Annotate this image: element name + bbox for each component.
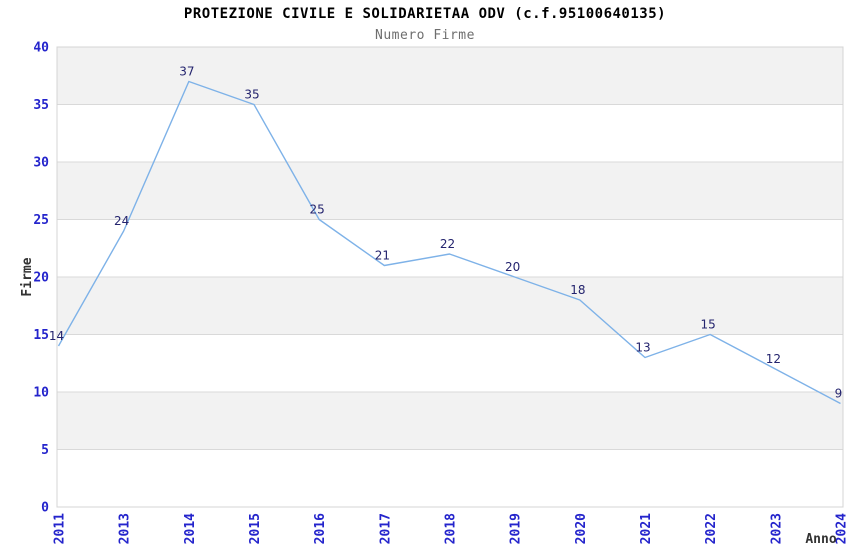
plot-band bbox=[57, 392, 843, 450]
plot-band bbox=[57, 47, 843, 105]
x-axis-tick-label: 2013 bbox=[118, 513, 133, 544]
chart-subtitle: Numero Firme bbox=[375, 28, 475, 43]
data-point-label: 15 bbox=[701, 318, 716, 332]
y-axis-tick-label: 30 bbox=[33, 156, 49, 171]
data-point-label: 13 bbox=[635, 341, 650, 355]
plot-band bbox=[57, 162, 843, 220]
data-point-label: 20 bbox=[505, 260, 520, 274]
y-axis-tick-label: 40 bbox=[33, 41, 49, 56]
data-point-label: 24 bbox=[114, 214, 129, 228]
data-point-label: 22 bbox=[440, 237, 455, 251]
x-axis-tick-label: 2014 bbox=[183, 513, 198, 544]
y-axis-tick-label: 10 bbox=[33, 386, 49, 401]
plot-alternating-bands bbox=[57, 47, 843, 450]
data-point-label: 14 bbox=[49, 329, 64, 343]
y-axis-title: Firme bbox=[20, 257, 35, 296]
x-axis-tick-label: 2016 bbox=[313, 513, 328, 544]
data-point-label: 37 bbox=[179, 65, 194, 79]
horizontal-gridlines bbox=[57, 104, 843, 450]
y-axis-tick-labels: 0 5 10 15 20 25 30 35 40 bbox=[33, 41, 49, 516]
chart-title: PROTEZIONE CIVILE E SOLIDARIETAA ODV (c.… bbox=[183, 6, 667, 22]
x-axis-tick-label: 2011 bbox=[53, 513, 68, 544]
data-point-label: 18 bbox=[570, 283, 585, 297]
data-point-labels: 14 24 37 35 25 21 22 20 18 13 15 12 9 bbox=[49, 65, 842, 401]
x-axis-tick-label: 2020 bbox=[574, 513, 589, 544]
x-axis-tick-label: 2022 bbox=[704, 513, 719, 544]
data-point-label: 9 bbox=[835, 387, 843, 401]
plot-border bbox=[56, 46, 844, 508]
series-line bbox=[57, 80, 841, 405]
y-axis-tick-label: 25 bbox=[33, 213, 49, 228]
x-axis-tick-label: 2017 bbox=[378, 513, 393, 544]
x-axis-tick-label: 2019 bbox=[509, 513, 524, 544]
plot-band bbox=[57, 277, 843, 335]
data-point-label: 12 bbox=[766, 352, 781, 366]
x-axis-tick-label: 2024 bbox=[835, 513, 850, 544]
y-axis-tick-label: 5 bbox=[41, 443, 49, 458]
data-point-label: 35 bbox=[244, 88, 259, 102]
y-axis-tick-label: 0 bbox=[41, 501, 49, 516]
x-axis-tick-label: 2023 bbox=[769, 513, 784, 544]
data-point-label: 21 bbox=[375, 249, 390, 263]
x-axis-tick-label: 2018 bbox=[444, 513, 459, 544]
data-point-label: 25 bbox=[310, 203, 325, 217]
x-axis-tick-label: 2015 bbox=[248, 513, 263, 544]
x-axis-tick-label: 2021 bbox=[639, 513, 654, 544]
x-axis-tick-labels: 2011 2013 2014 2015 2016 2017 2018 2019 2020 2021… bbox=[53, 513, 850, 544]
x-axis-title: Anno bbox=[805, 532, 836, 547]
y-axis-tick-label: 35 bbox=[33, 98, 49, 113]
y-axis-tick-label: 15 bbox=[33, 328, 49, 343]
y-axis-tick-label: 20 bbox=[33, 271, 49, 286]
